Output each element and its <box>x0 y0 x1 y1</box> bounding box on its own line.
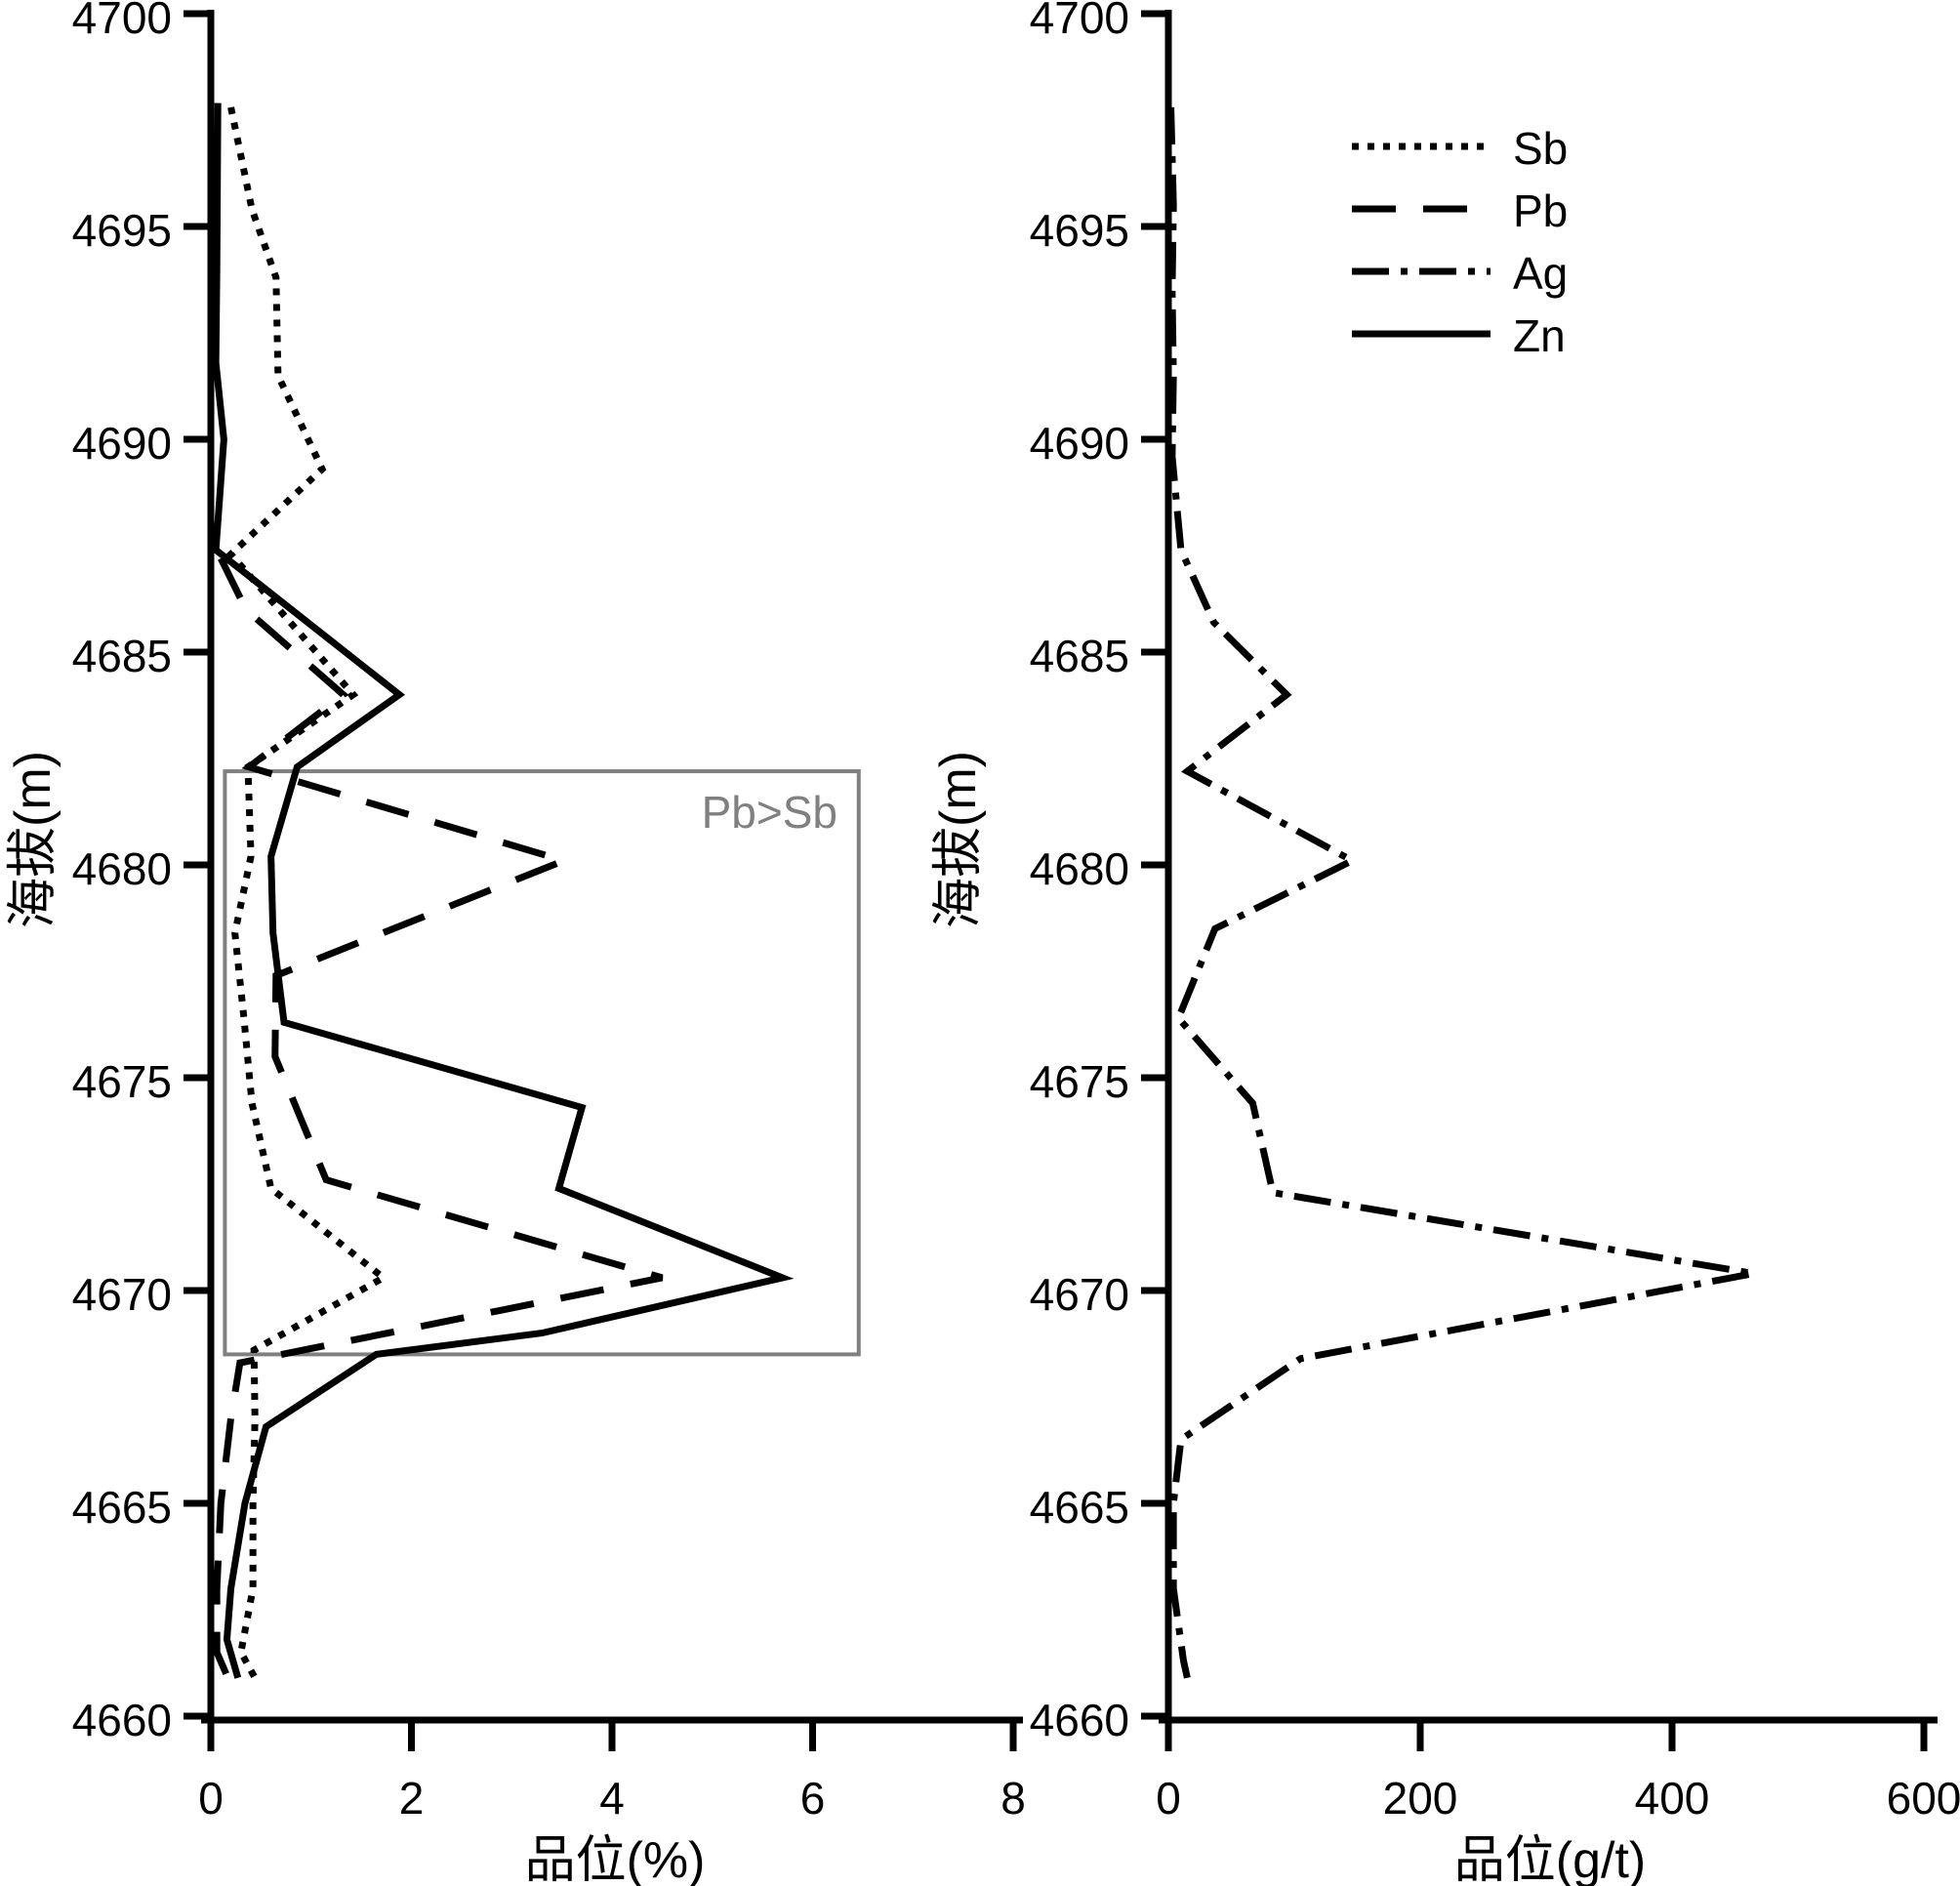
pb-gt-sb-annotation: Pb>Sb <box>702 787 837 838</box>
series-line-Pb <box>213 556 664 1680</box>
y-tick-label: 4660 <box>72 1695 172 1745</box>
y-tick-label: 4685 <box>1030 631 1129 681</box>
x-tick-label: 4 <box>599 1773 625 1824</box>
legend-label: Sb <box>1513 123 1568 174</box>
series-line-Sb <box>225 106 389 1680</box>
x-tick-label: 200 <box>1383 1773 1458 1824</box>
x-tick-label: 600 <box>1887 1773 1960 1824</box>
right-x-axis-title: 品位(g/t) <box>1454 1832 1646 1886</box>
left-x-axis-title: 品位(%) <box>525 1832 706 1886</box>
y-tick-label: 4660 <box>1030 1695 1129 1745</box>
pb-gt-sb-box <box>223 769 861 1357</box>
y-tick-label: 4675 <box>1030 1056 1129 1107</box>
left-y-axis-title: 海拔(m) <box>5 751 61 928</box>
legend-label: Zn <box>1513 310 1566 361</box>
y-tick-label: 4700 <box>72 0 172 43</box>
y-tick-label: 4670 <box>72 1269 172 1320</box>
x-tick-label: 0 <box>1156 1773 1181 1824</box>
right-grade-panel: 品位(g/t) 海拔(m) 4700 4695 4690 4685 4680 4675 46… <box>930 0 1960 1886</box>
x-tick-label: 8 <box>1000 1773 1026 1824</box>
legend-item-Sb: Sb <box>1352 123 1568 174</box>
y-tick-label: 4665 <box>72 1482 172 1533</box>
x-tick-label: 0 <box>198 1773 224 1824</box>
x-tick-label: 6 <box>800 1773 826 1824</box>
legend-item-Pb: Pb <box>1352 185 1568 236</box>
y-tick-label: 4695 <box>72 205 172 256</box>
y-tick-label: 4690 <box>1030 418 1129 469</box>
legend-label: Pb <box>1513 185 1568 236</box>
series-line-Zn <box>212 102 795 1679</box>
legend-item-Zn: Zn <box>1352 310 1566 361</box>
x-tick-label: 2 <box>399 1773 425 1824</box>
y-tick-label: 4700 <box>1030 0 1129 43</box>
y-tick-label: 4680 <box>72 843 172 894</box>
y-tick-label: 4665 <box>1030 1482 1129 1533</box>
y-tick-label: 4690 <box>72 418 172 469</box>
left-grade-panel: 品位(%) 海拔(m) Pb>Sb 4700469546904685468046… <box>5 0 1026 1886</box>
y-tick-label: 4675 <box>72 1056 172 1107</box>
series-line-Ag <box>1167 106 1755 1679</box>
y-tick-label: 4670 <box>1030 1269 1129 1320</box>
y-tick-label: 4685 <box>72 631 172 681</box>
y-tick-label: 4680 <box>1030 843 1129 894</box>
x-tick-label: 400 <box>1635 1773 1710 1824</box>
y-tick-label: 4695 <box>1030 205 1129 256</box>
right-y-axis-title: 海拔(m) <box>930 751 987 928</box>
legend-label: Ag <box>1513 248 1568 299</box>
legend-item-Ag: Ag <box>1352 248 1568 299</box>
legend: Sb Pb Ag Zn <box>1352 123 1568 361</box>
